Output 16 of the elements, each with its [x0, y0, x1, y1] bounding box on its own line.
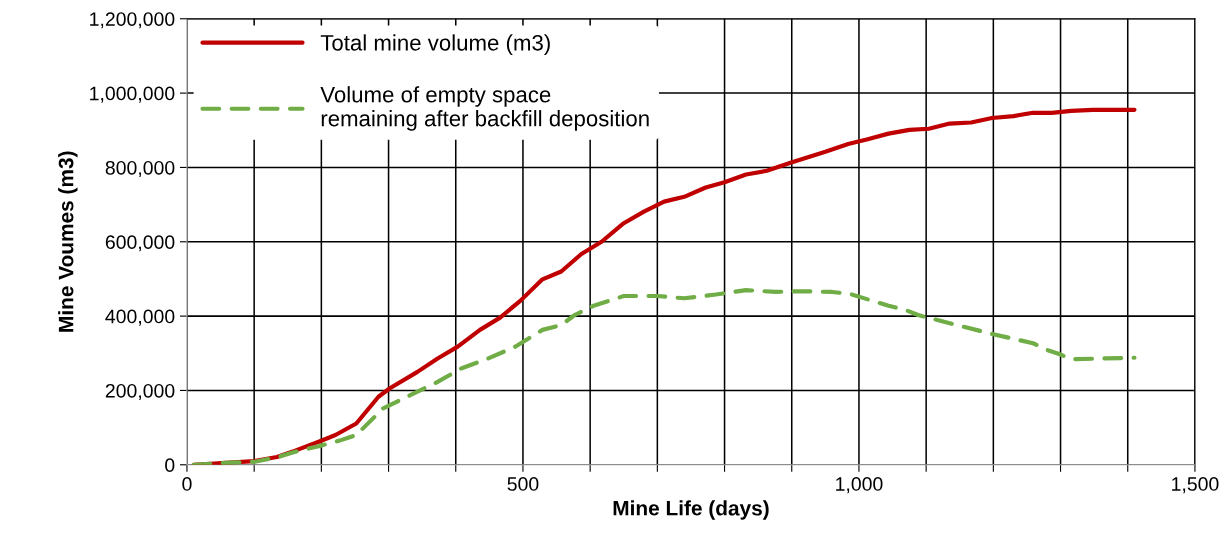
y-tick-label: 800,000 — [105, 160, 175, 177]
x-axis-title: Mine Life (days) — [613, 500, 769, 520]
y-tick-label: 0 — [165, 458, 175, 473]
y-axis-title: Mine Voumes (m3) — [58, 151, 78, 332]
x-tick-label: 500 — [507, 477, 539, 491]
y-tick-label: 200,000 — [105, 383, 175, 400]
y-tick-label: 400,000 — [105, 309, 175, 326]
legend-label: Volume of empty space remaining after backfill deposition — [320, 86, 649, 131]
legend-label: Total mine volume (m3) — [320, 34, 550, 56]
x-tick-label: 0 — [182, 477, 192, 491]
y-tick-label: 1,000,000 — [90, 86, 175, 103]
y-tick-label: 600,000 — [105, 235, 175, 252]
y-tick-label: 1,200,000 — [90, 12, 175, 29]
x-tick-label: 1,500 — [1172, 477, 1219, 494]
x-tick-label: 1,000 — [836, 477, 883, 494]
line-series — [191, 288, 1137, 465]
